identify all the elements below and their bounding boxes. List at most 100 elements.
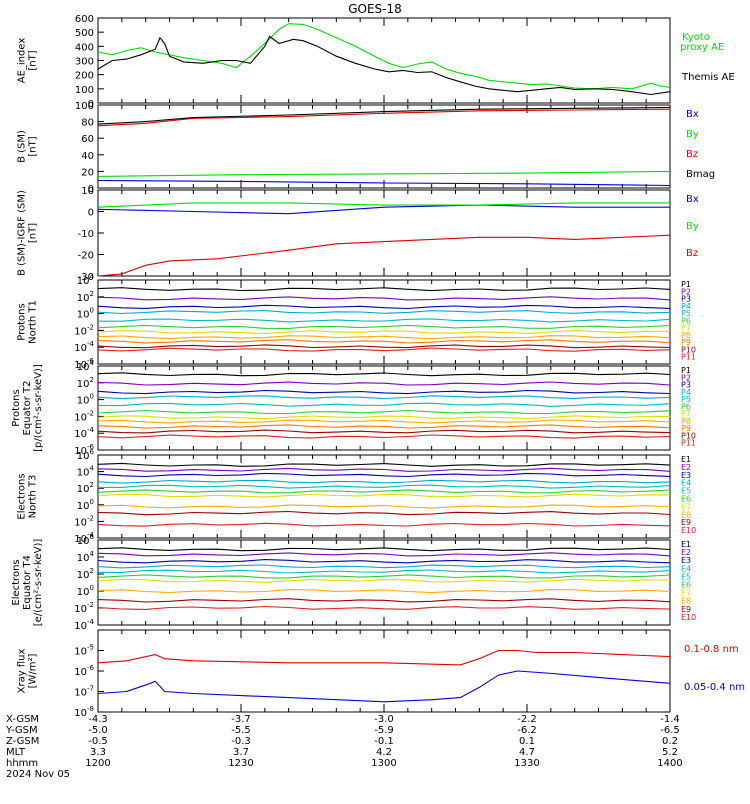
electrons-north-legend-e6: E6: [681, 495, 691, 504]
axis-row-label-x-gsm: X-GSM: [6, 714, 39, 725]
b-minus-igrf-series-bz: [97, 234, 671, 277]
electrons-equator-legend-e10: E10: [681, 613, 696, 622]
b-sm-ytick-label: 40: [81, 151, 94, 162]
protons-equator-series-p5: [97, 402, 671, 407]
electrons-north-series-e8: [97, 504, 671, 509]
b-sm-series-by: [97, 170, 671, 177]
electrons-equator-series-e4: [97, 564, 671, 569]
xray-flux-ytick-label: 10-7: [74, 685, 94, 699]
axis-row-value: 1330: [514, 758, 539, 769]
protons-north-ytick-label: 104: [77, 273, 95, 287]
protons-equator-legend-p7: P7: [681, 410, 691, 419]
electrons-equator-series-e6: [97, 574, 671, 579]
b-minus-igrf-ytick-label: -20: [78, 251, 94, 262]
protons-equator-ylabel: Equator T2: [22, 381, 33, 436]
protons-north-legend-p5: P5: [681, 309, 691, 318]
protons-equator-series-p2: [97, 381, 671, 386]
electrons-north-legend-e7: E7: [681, 502, 691, 511]
protons-equator-ytick-label: 10-6: [74, 443, 94, 457]
protons-north-frame: [97, 279, 671, 365]
electrons-north-legend-e8: E8: [681, 510, 691, 519]
protons-equator-legend-p2: P2: [681, 373, 691, 382]
electrons-equator-legend-e9: E9: [681, 605, 691, 614]
electrons-north-legend-e4: E4: [681, 479, 691, 488]
ae-index-legend-kyoto-2: proxy AE: [680, 42, 724, 53]
electrons-north-series-e7: [97, 493, 671, 498]
xray-flux-legend-1: 0.05-0.4 nm: [684, 682, 745, 693]
protons-north-legend-p6: P6: [681, 316, 691, 325]
axis-row-label-mlt: MLT: [6, 747, 26, 758]
protons-north-legend-p10: P10: [681, 345, 696, 354]
b-sm-series-bz: [97, 108, 671, 127]
ae-index-ytick-label: 400: [75, 42, 94, 53]
protons-equator-series-p1: [97, 372, 671, 377]
electrons-equator-ytick-label: 10-4: [74, 618, 94, 632]
protons-north-legend-p8: P8: [681, 331, 691, 340]
electrons-north-series-e6: [97, 489, 671, 494]
b-minus-igrf-ytick-label: -10: [78, 229, 94, 240]
protons-north-series-p5: [98, 318, 671, 323]
ae-index-ylabel: [nT]: [28, 50, 39, 70]
axis-row-value: 3.7: [233, 747, 249, 758]
protons-equator-ylabel: [p/(cm²-s-sr-keV)]: [33, 364, 44, 452]
ae-index-ytick-label: 0: [88, 99, 94, 110]
protons-north-series-p3: [97, 304, 671, 310]
electrons-north-series-e4: [97, 479, 671, 484]
axis-row-value: -3.7: [231, 714, 251, 725]
chart-title: GOES-18: [348, 2, 402, 16]
b-sm-ytick-label: 20: [81, 167, 94, 178]
protons-north-ylabel: North T1: [28, 300, 39, 344]
xray-flux-ytick-label: 10-6: [74, 664, 94, 678]
protons-equator-series-p6: [97, 409, 671, 415]
electrons-equator-ytick-label: 102: [77, 567, 94, 581]
protons-equator-series-p4: [97, 395, 671, 400]
axis-row-value: 1400: [657, 758, 682, 769]
electrons-equator-ytick-label: 10-2: [74, 601, 94, 615]
axis-row-value: 5.2: [662, 747, 678, 758]
b-sm-ylabel: [nT]: [28, 136, 39, 156]
xray-flux-legend-0: 0.1-0.8 nm: [684, 644, 739, 655]
ae-index-ytick-label: 500: [75, 28, 94, 39]
axis-row-value: -0.5: [88, 736, 108, 747]
electrons-equator-legend-e4: E4: [681, 564, 691, 573]
axis-row-label-z-gsm: Z-GSM: [6, 736, 39, 747]
electrons-north-legend-e1: E1: [681, 455, 691, 464]
protons-north-ytick-label: 10-6: [74, 357, 94, 371]
electrons-north-ylabel: Electrons: [17, 473, 28, 519]
axis-row-value: 0.2: [662, 736, 678, 747]
protons-north-ytick-label: 10-4: [74, 340, 94, 354]
b-sm-ytick-label: 80: [81, 118, 94, 129]
electrons-north-ytick-label: 10-4: [74, 531, 94, 545]
electrons-equator-legend-e3: E3: [681, 556, 691, 565]
axis-date: 2024 Nov 05: [6, 769, 70, 780]
protons-north-ytick-label: 102: [77, 290, 94, 304]
axis-row-value: -5.0: [88, 725, 108, 736]
electrons-north-series-e10: [97, 522, 671, 527]
protons-north-series-p6: [97, 324, 671, 329]
protons-equator-ytick-label: 10-4: [74, 426, 94, 440]
b-sm-legend-bx: Bx: [686, 109, 699, 120]
b-minus-igrf-ytick-label: 0: [88, 208, 94, 219]
electrons-north-series-e9: [97, 510, 671, 516]
protons-equator-legend-p11: P11: [681, 439, 696, 448]
electrons-equator-ytick-label: 100: [77, 584, 94, 598]
protons-north-legend-p2: P2: [681, 287, 691, 296]
ae-index-ytick-label: 300: [75, 57, 94, 68]
axis-row-value: -3.0: [374, 714, 394, 725]
protons-equator-ytick-label: 104: [77, 359, 95, 373]
b-minus-igrf-series-by: [97, 202, 670, 208]
axis-row-value: -0.1: [374, 736, 394, 747]
protons-equator-legend-p4: P4: [681, 388, 691, 397]
electrons-equator-series-e10: [97, 605, 671, 610]
electrons-north-series-e5: [98, 484, 671, 489]
protons-equator-series-p9: [97, 424, 671, 429]
b-minus-igrf-series-bx: [97, 204, 670, 215]
protons-equator-legend-p5: P5: [681, 395, 691, 404]
protons-equator-ytick-label: 10-2: [74, 409, 94, 423]
ae-index-ytick-label: 200: [75, 71, 94, 82]
b-sm-series-bx: [97, 179, 671, 187]
b-sm-ytick-label: 100: [75, 101, 94, 112]
protons-equator-series-p11: [97, 434, 671, 439]
protons-north-legend-p3: P3: [681, 295, 691, 304]
protons-north-series-p7: [97, 330, 671, 335]
